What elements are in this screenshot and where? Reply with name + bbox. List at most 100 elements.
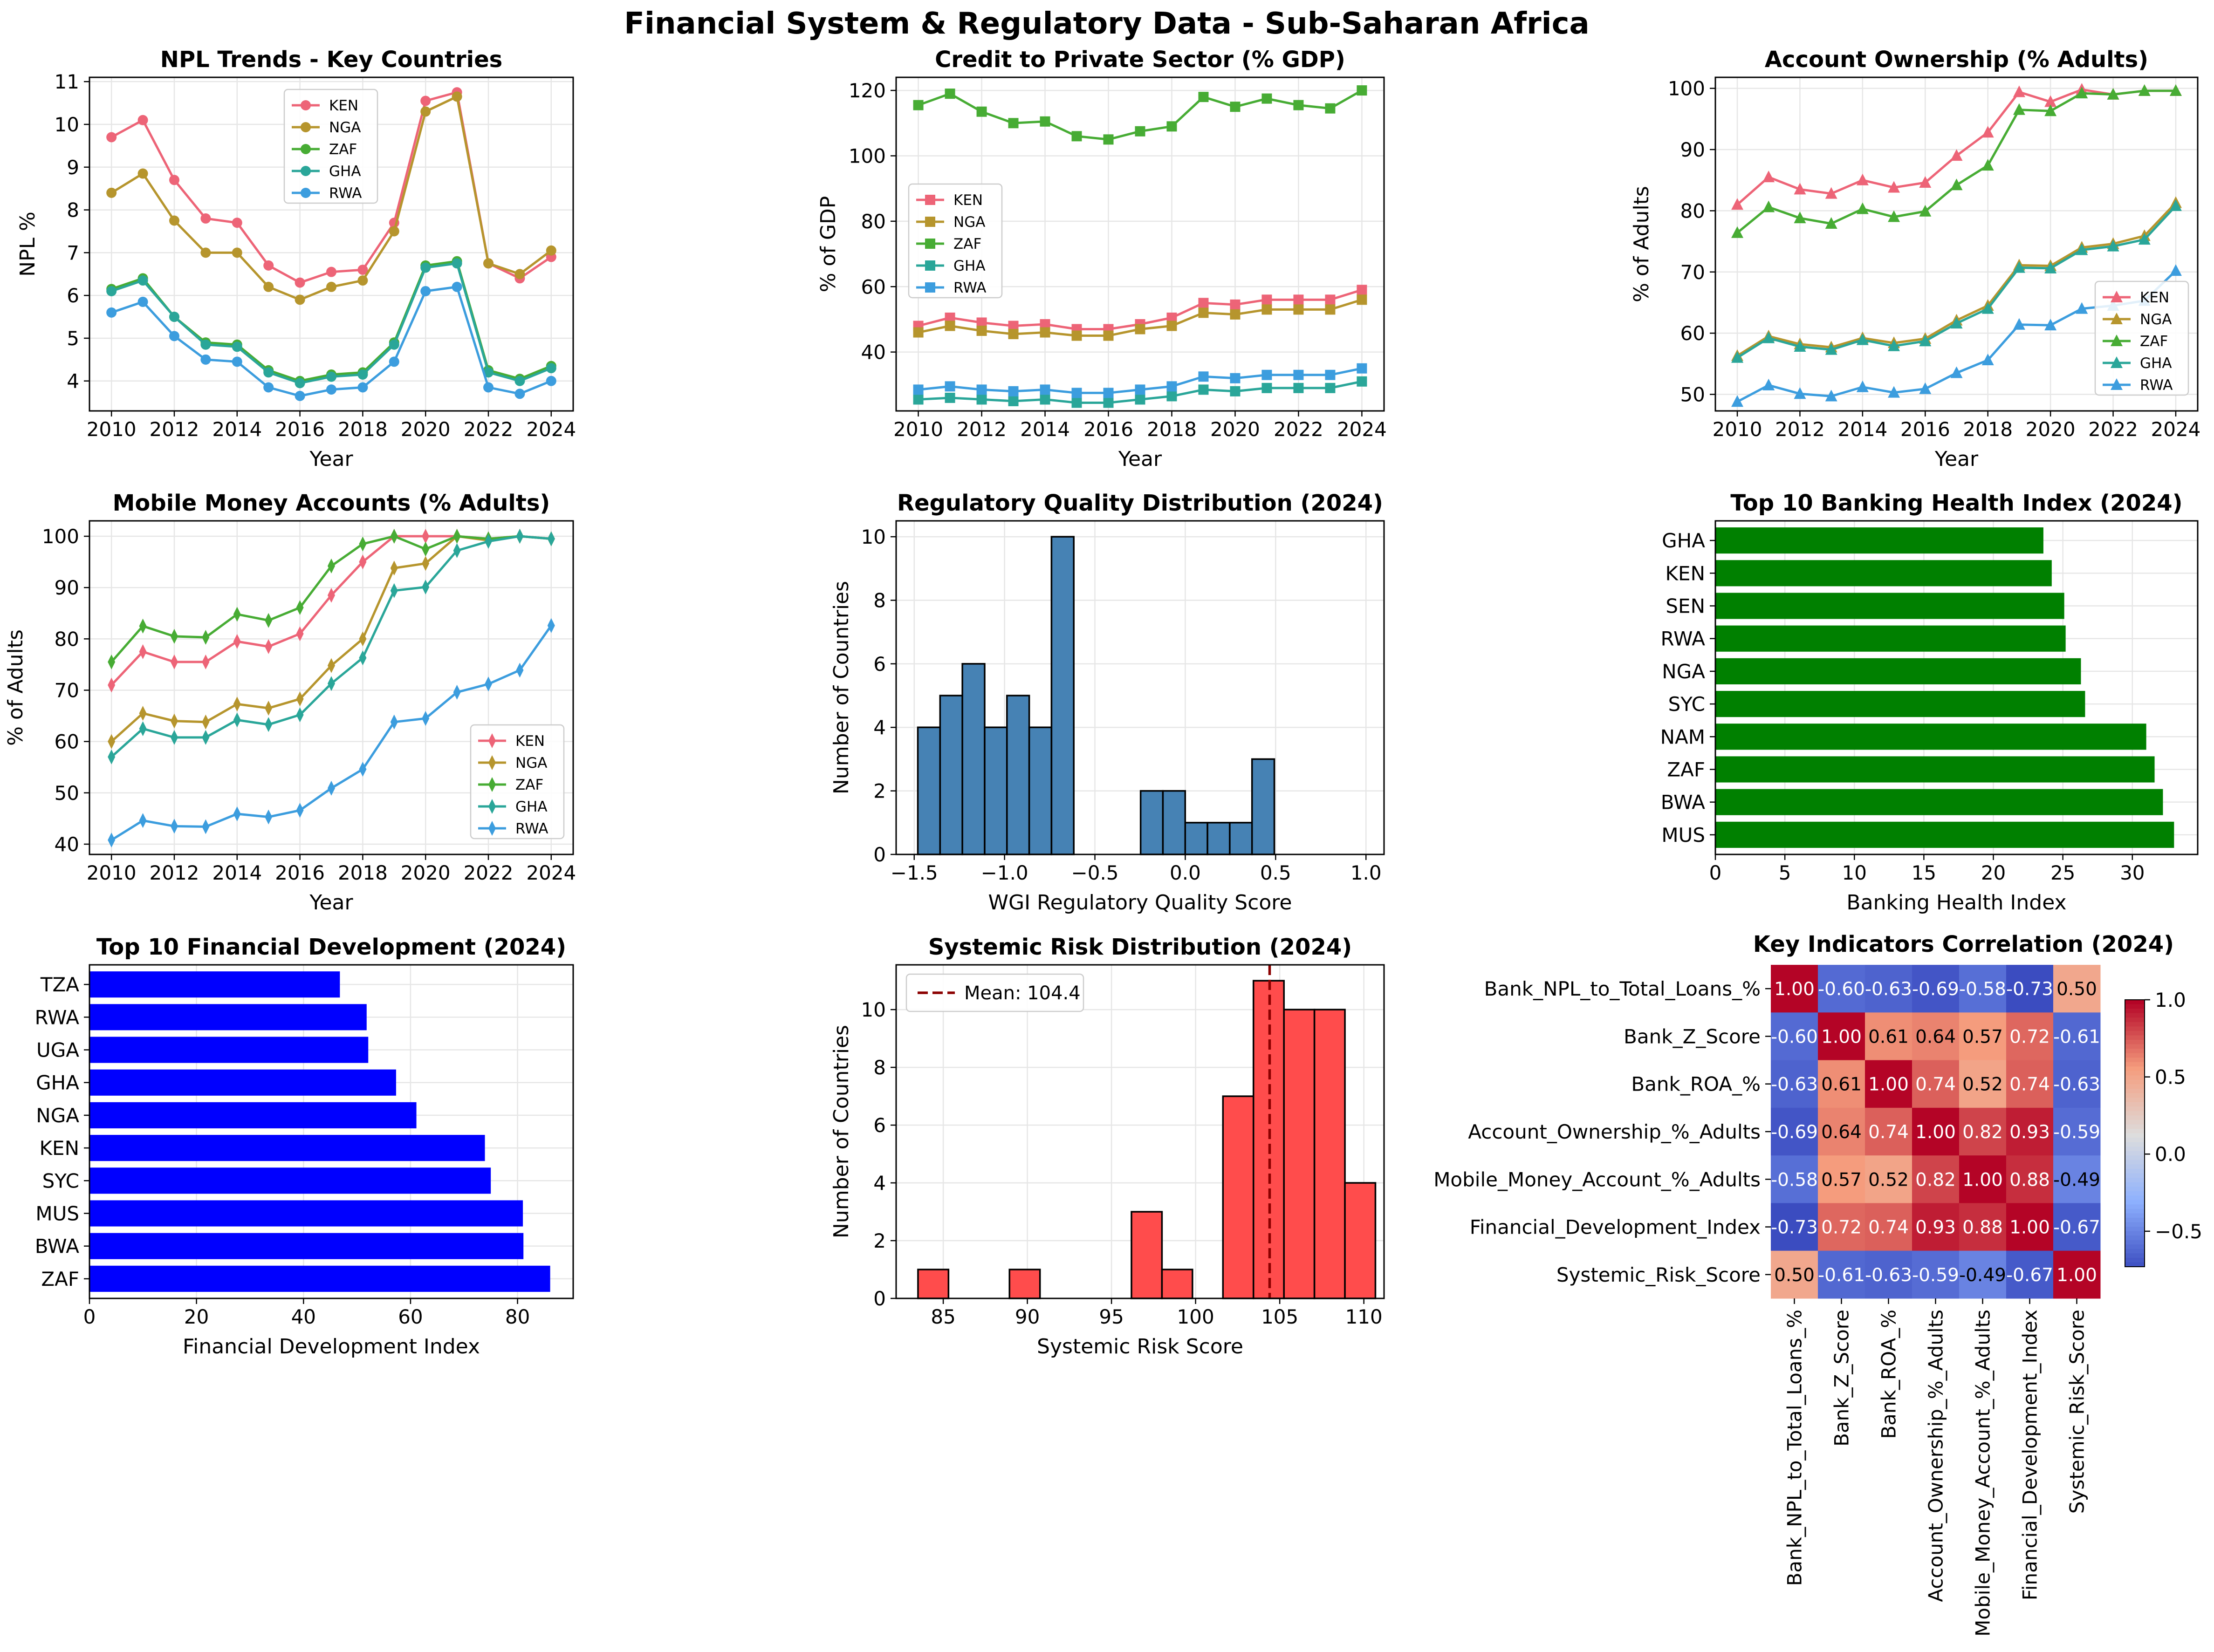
- data-point: [108, 749, 116, 765]
- data-point: [169, 312, 179, 322]
- x-axis-label: Financial Development Index: [183, 1335, 480, 1358]
- x-tick-label: 2012: [150, 861, 199, 884]
- category-label: SYC: [42, 1169, 79, 1192]
- heatmap-cell: [1771, 1060, 1818, 1108]
- x-tick-label: 0.5: [1260, 861, 1291, 884]
- data-point: [1856, 202, 1869, 214]
- data-point: [1103, 388, 1114, 398]
- data-point: [357, 265, 368, 275]
- colorbar-segment: [2125, 1098, 2145, 1103]
- data-point: [1325, 294, 1336, 305]
- data-point: [1919, 334, 1932, 347]
- data-point: [137, 275, 148, 286]
- colorbar-segment: [2125, 1053, 2145, 1058]
- y-tick-label: 90: [55, 576, 79, 599]
- y-tick-label: 6: [873, 653, 886, 676]
- data-point: [1762, 171, 1775, 183]
- cell-value: 0.88: [2009, 1169, 2050, 1190]
- data-point: [976, 106, 987, 117]
- histogram-bar: [917, 726, 941, 855]
- x-tick-label: 2022: [464, 418, 514, 441]
- cell-value: 0.61: [1868, 1026, 1909, 1047]
- subplot-title: NPL Trends - Key Countries: [160, 47, 502, 73]
- legend-marker: [301, 122, 311, 132]
- x-tick-label: 2018: [1147, 418, 1197, 441]
- data-point: [1825, 217, 1837, 229]
- data-point: [483, 258, 494, 269]
- data-point: [200, 213, 211, 224]
- data-point: [1357, 294, 1367, 305]
- series-line: [1736, 89, 2176, 234]
- data-point: [202, 654, 210, 669]
- data-point: [976, 394, 987, 405]
- data-point: [1357, 285, 1367, 295]
- line-chart: 2010 2012 2014 2016 2018 2020 2022 2024 50 60 70 80…: [1630, 47, 2200, 471]
- y-tick-label: 5: [67, 327, 79, 350]
- cell-value: 1.00: [2009, 1217, 2050, 1238]
- heatmap-cell: [1912, 1012, 1960, 1061]
- category-label: MUS: [35, 1202, 79, 1225]
- legend-marker: [2111, 313, 2123, 324]
- cell-value: 0.57: [1821, 1169, 1862, 1190]
- data-point: [422, 529, 430, 544]
- heatmap-cell: [2006, 1250, 2054, 1299]
- data-point: [485, 676, 493, 692]
- data-point: [516, 662, 524, 678]
- colorbar-segment: [2125, 1160, 2145, 1165]
- data-point: [2169, 84, 2182, 96]
- histogram-bar: [1184, 822, 1208, 855]
- category-label: ZAF: [41, 1268, 79, 1290]
- histogram-bar: [1006, 695, 1030, 855]
- data-point: [265, 717, 273, 732]
- histogram: 85 90 95 100 105 110 0 2 4 6 8 10 Mean: 104.4 Systemi…: [829, 934, 1385, 1358]
- column-label: Systemic_Risk_Score: [2066, 1310, 2089, 1514]
- legend-label: ZAF: [953, 236, 981, 253]
- data-point: [422, 541, 430, 557]
- legend-label: RWA: [329, 185, 362, 202]
- data-point: [1950, 149, 1963, 161]
- y-tick-label: 80: [55, 628, 79, 650]
- heatmap-cell: [1912, 1203, 1960, 1251]
- data-point: [1071, 131, 1082, 142]
- subplot-title: Systemic Risk Distribution (2024): [928, 934, 1352, 960]
- data-point: [2044, 104, 2057, 116]
- category-label: GHA: [36, 1072, 79, 1094]
- plot-area-frame: [895, 964, 1385, 1299]
- cell-value: -0.63: [1865, 979, 1912, 1000]
- heatmap-cell: [1959, 1155, 2007, 1203]
- data-point: [106, 307, 117, 318]
- data-point: [328, 558, 335, 573]
- colorbar-segment: [2125, 1089, 2145, 1094]
- data-point: [2013, 85, 2025, 97]
- cell-value: 1.00: [1821, 1026, 1862, 1047]
- y-tick-label: 8: [67, 199, 79, 222]
- data-point: [139, 618, 147, 634]
- subplot-title: Credit to Private Sector (% GDP): [935, 47, 1345, 73]
- bar: [1715, 789, 2163, 815]
- x-axis-label: Year: [1934, 447, 1979, 471]
- data-point: [263, 367, 274, 378]
- cell-value: 1.00: [1868, 1074, 1909, 1095]
- colorbar-segment: [2125, 1147, 2145, 1152]
- colorbar-segment: [2125, 1071, 2145, 1076]
- data-point: [1008, 396, 1019, 406]
- legend: KEN NGA ZAF GHA RWA: [283, 89, 378, 204]
- colorbar-segment: [2125, 1231, 2145, 1236]
- data-point: [514, 269, 525, 280]
- histogram: −1.5 −1.0 −0.5 0.0 0.5 1.0 0 2 4 6 8 10 Regulatory Q…: [829, 490, 1385, 915]
- colorbar-segment: [2125, 1168, 2145, 1174]
- data-point: [2044, 319, 2057, 331]
- legend-marker: [488, 821, 496, 836]
- data-point: [137, 168, 148, 179]
- data-point: [1357, 376, 1367, 387]
- data-point: [390, 529, 398, 544]
- data-point: [1135, 384, 1145, 395]
- legend-label: GHA: [2140, 355, 2172, 372]
- subplot-title: Top 10 Financial Development (2024): [96, 934, 566, 960]
- colorbar-segment: [2125, 1222, 2145, 1228]
- heatmap-cell: [2053, 1012, 2101, 1061]
- x-tick-label: 90: [1015, 1305, 1040, 1328]
- x-tick-label: 2010: [893, 418, 943, 441]
- data-point: [1166, 312, 1177, 323]
- data-point: [1008, 321, 1019, 331]
